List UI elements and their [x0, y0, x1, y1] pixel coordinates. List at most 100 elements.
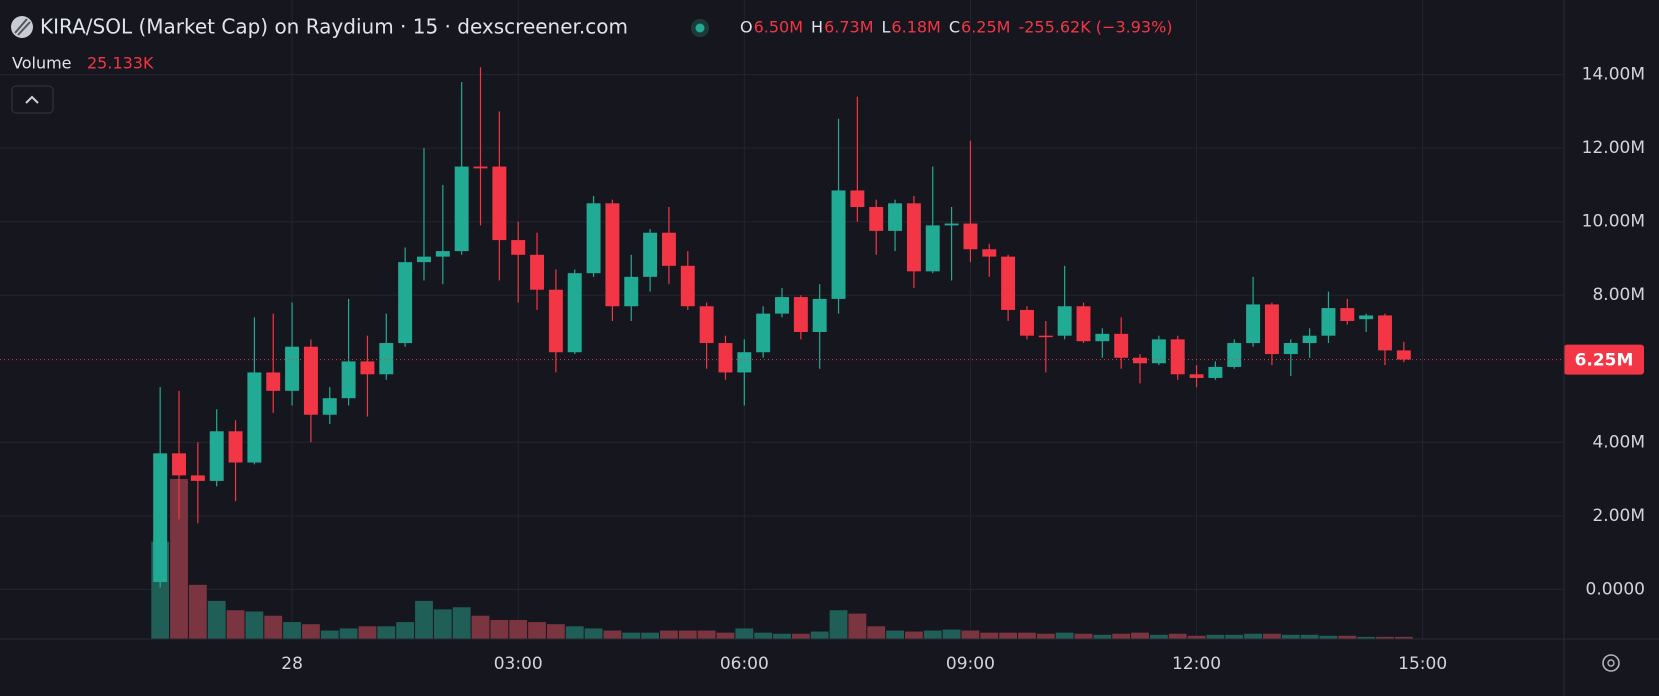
candle-body: [1321, 308, 1336, 336]
volume-bar: [791, 633, 810, 639]
candle-body: [1264, 304, 1279, 355]
volume-bar: [886, 630, 904, 639]
volume-bar: [773, 633, 791, 639]
candle-body: [341, 361, 356, 399]
candle-body: [1302, 335, 1317, 344]
volume-bar: [1018, 632, 1036, 639]
x-tick-label: 03:00: [494, 654, 543, 674]
volume-bar: [415, 600, 433, 639]
volume-bar: [1281, 634, 1300, 639]
x-tick-label: 06:00: [720, 654, 769, 674]
volume-bar: [490, 619, 509, 639]
volume-title: Volume: [12, 54, 72, 73]
candle-body: [247, 372, 262, 463]
volume-bar: [603, 630, 622, 639]
volume-bar: [697, 630, 716, 639]
candle-body: [963, 223, 978, 250]
token-icon-mark: [14, 18, 31, 36]
volume-bar: [1112, 633, 1131, 639]
candle-body: [1114, 333, 1129, 358]
candle-body: [1133, 357, 1147, 364]
volume-bar: [1357, 636, 1376, 639]
candle-body: [1038, 335, 1053, 338]
candle-body: [793, 297, 808, 333]
candle-body: [1340, 308, 1355, 321]
candle-body: [228, 431, 243, 463]
candle-body: [1283, 343, 1298, 355]
candle-body: [1396, 350, 1411, 360]
x-tick-label: 28: [281, 654, 303, 674]
candle-body: [1151, 339, 1166, 364]
volume-bar: [283, 622, 301, 639]
volume-bar: [1225, 634, 1244, 639]
volume-bar: [565, 626, 584, 639]
volume-bar: [1394, 636, 1413, 639]
candle-body: [888, 203, 903, 231]
volume-bar: [622, 632, 641, 639]
candle-body: [530, 254, 545, 290]
ohlc-key: H: [811, 18, 823, 37]
volume-bar: [1300, 634, 1319, 639]
volume-bar: [584, 628, 603, 639]
y-tick-label: 0.0000: [1586, 579, 1645, 599]
volume-value: 25.133K: [87, 54, 154, 73]
candle-body: [1208, 366, 1223, 378]
collapse-button[interactable]: [11, 85, 54, 114]
last-price-label: 6.25M: [1575, 351, 1634, 371]
candle-body: [266, 372, 281, 391]
volume-bar: [942, 629, 961, 639]
volume-bar: [546, 624, 565, 639]
candle-body: [1189, 374, 1204, 378]
volume-bar: [1319, 635, 1338, 639]
x-tick-label: 15:00: [1398, 654, 1447, 674]
candle-body: [1246, 304, 1261, 344]
candle-body: [492, 166, 507, 241]
candle-body: [680, 265, 695, 307]
ohlc-value: 6.73M: [824, 18, 873, 37]
candle-body: [756, 313, 771, 353]
volume-bar: [980, 632, 999, 639]
x-tick-label: 12:00: [1172, 654, 1221, 674]
volume-bar: [999, 632, 1018, 639]
y-tick-label: 14.00M: [1582, 65, 1645, 85]
settings-icon: [1607, 659, 1615, 667]
volume-bar: [1149, 634, 1168, 639]
volume-bar: [339, 628, 358, 639]
volume-bar: [829, 610, 848, 639]
last-price-badge: [1564, 344, 1644, 375]
volume-bar: [848, 613, 867, 639]
candle-body: [982, 249, 997, 257]
volume-bar: [264, 615, 283, 639]
candle-body: [511, 240, 526, 255]
y-tick-label: 12.00M: [1582, 138, 1645, 158]
candle-body: [153, 453, 168, 583]
candle-body: [906, 203, 921, 272]
candle-body: [1001, 256, 1016, 310]
candle-body: [661, 232, 676, 266]
candle-body: [473, 166, 488, 169]
volume-bar: [1131, 632, 1149, 639]
volume-bar: [509, 619, 528, 639]
candle-body: [1378, 315, 1392, 351]
volume-bar: [207, 600, 226, 639]
volume-bar: [1376, 636, 1394, 639]
volume-bar: [1244, 633, 1263, 639]
candle-body: [1057, 306, 1072, 336]
candle-body: [435, 251, 450, 257]
candle-body: [303, 346, 318, 415]
candle-body: [699, 306, 714, 344]
volume-bar: [961, 630, 980, 639]
settings-button[interactable]: [1602, 654, 1620, 672]
volume-bar: [301, 624, 320, 639]
candle-body: [1019, 309, 1034, 336]
volume-bar: [226, 610, 245, 639]
change-value: -255.62K (−3.93%): [1018, 18, 1172, 37]
candle-body: [605, 203, 620, 307]
candle-body: [1170, 339, 1185, 375]
volume-bar: [1036, 633, 1055, 639]
y-tick-label: 4.00M: [1592, 432, 1645, 452]
candle-layer: [0, 67, 1564, 588]
ohlc-key: O: [740, 18, 753, 37]
